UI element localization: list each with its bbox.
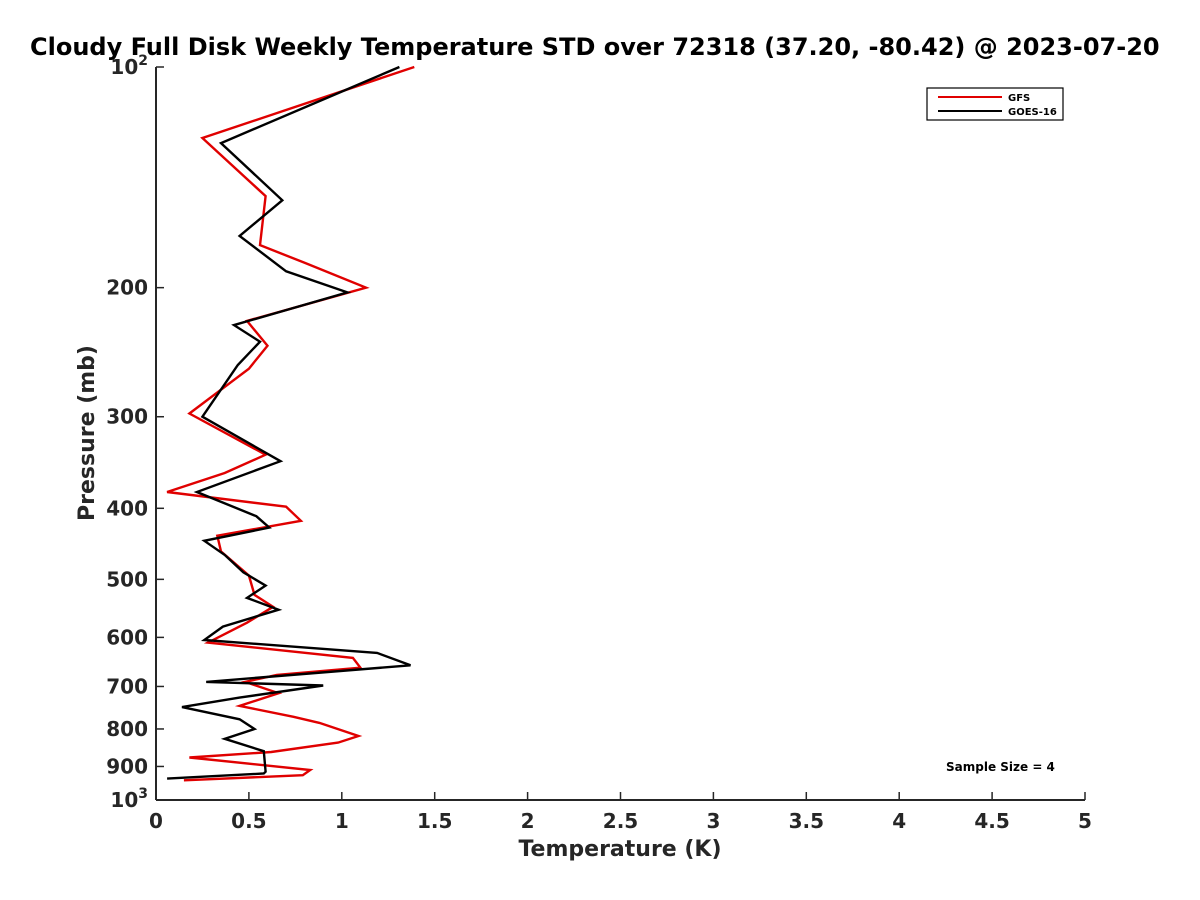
x-tick-label: 5 <box>1078 809 1092 833</box>
legend: GFS GOES-16 <box>926 87 1064 121</box>
y-tick-label: 800 <box>106 717 148 741</box>
x-tick-label: 4 <box>892 809 906 833</box>
series-line-gfs <box>166 65 415 782</box>
y-tick-label: 900 <box>106 754 148 778</box>
x-tick-label: 1 <box>335 809 349 833</box>
chart-title: Cloudy Full Disk Weekly Temperature STD … <box>30 33 1160 61</box>
x-tick-label: 3 <box>706 809 720 833</box>
y-tick-label: 103 <box>110 786 148 812</box>
x-tick-label: 2.5 <box>603 809 638 833</box>
y-tick-label: 400 <box>106 496 148 520</box>
legend-label-gfs: GFS <box>1008 93 1030 104</box>
y-tick-label: 700 <box>106 674 148 698</box>
y-tick-label: 102 <box>110 53 148 79</box>
axis-ticks: 0 0.5 1 1.5 2 2.5 3 3.5 4 4.5 5 102 200 300 400 500 600 7… <box>106 53 1092 833</box>
series-line-goes16 <box>167 65 411 780</box>
y-axis-label: Pressure (mb) <box>75 345 100 521</box>
x-tick-label: 3.5 <box>789 809 824 833</box>
x-tick-label: 0.5 <box>231 809 266 833</box>
x-tick-label: 1.5 <box>417 809 452 833</box>
plot-series <box>166 65 415 782</box>
x-tick-label: 0 <box>149 809 163 833</box>
y-tick-label: 500 <box>106 567 148 591</box>
legend-box <box>926 87 1064 121</box>
sample-size-annotation: Sample Size = 4 <box>946 760 1055 774</box>
y-tick-label: 300 <box>106 405 148 429</box>
legend-label-goes16: GOES-16 <box>1008 107 1057 118</box>
x-tick-label: 2 <box>521 809 535 833</box>
y-tick-label: 200 <box>106 276 148 300</box>
x-axis-label: Temperature (K) <box>518 837 721 862</box>
x-tick-label: 4.5 <box>974 809 1009 833</box>
y-tick-label: 600 <box>106 625 148 649</box>
